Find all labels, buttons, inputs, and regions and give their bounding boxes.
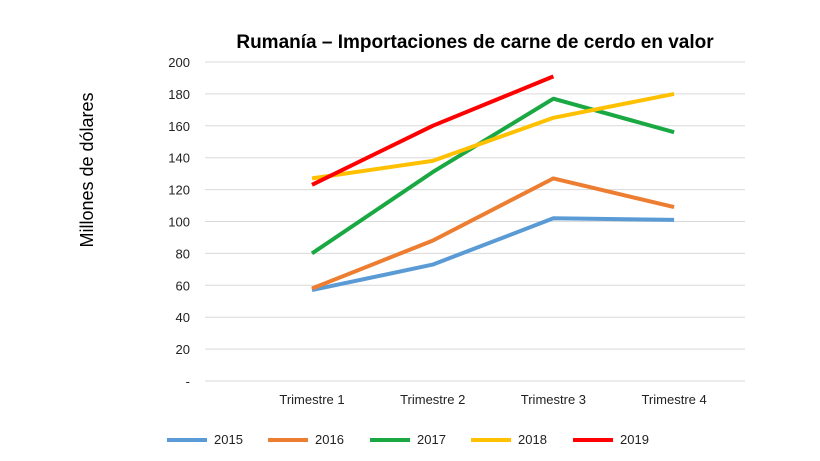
x-axis-ticks: Trimestre 1 Trimestre 2 Trimestre 3 Trimest… [279, 392, 706, 407]
x-tick-label: Trimestre 4 [641, 392, 706, 407]
y-tick-label: 60 [176, 278, 190, 293]
y-tick-label: 180 [168, 87, 190, 102]
legend-label-2015: 2015 [214, 432, 243, 447]
gridlines [205, 61, 745, 382]
series-line-2019 [311, 74, 555, 187]
y-tick-label: 40 [176, 310, 190, 325]
x-tick-label: Trimestre 3 [521, 392, 586, 407]
legend: 2015 2016 2017 2018 2019 [167, 432, 649, 447]
series-lines [310, 74, 675, 293]
series-line-2018 [311, 91, 675, 181]
legend-label-2016: 2016 [315, 432, 344, 447]
series-line-2016 [311, 176, 675, 291]
legend-label-2019: 2019 [620, 432, 649, 447]
x-tick-label: Trimestre 1 [279, 392, 344, 407]
y-tick-label: 140 [168, 151, 190, 166]
y-tick-label: - [186, 374, 190, 389]
y-tick-label: 20 [176, 342, 190, 357]
legend-label-2018: 2018 [518, 432, 547, 447]
y-tick-label: 200 [168, 55, 190, 70]
chart-title: Rumanía – Importaciones de carne de cerd… [236, 32, 714, 53]
y-tick-label: 160 [168, 119, 190, 134]
y-axis-ticks: - 20 40 60 80 100 120 140 160 180 200 [168, 55, 190, 389]
legend-label-2017: 2017 [417, 432, 446, 447]
y-axis-label: Millones de dólares [77, 92, 97, 247]
series-line-2017 [310, 96, 675, 256]
series-line-2015 [311, 216, 675, 293]
y-tick-label: 80 [176, 246, 190, 261]
y-tick-label: 100 [168, 215, 190, 230]
y-tick-label: 120 [168, 183, 190, 198]
x-tick-label: Trimestre 2 [400, 392, 465, 407]
